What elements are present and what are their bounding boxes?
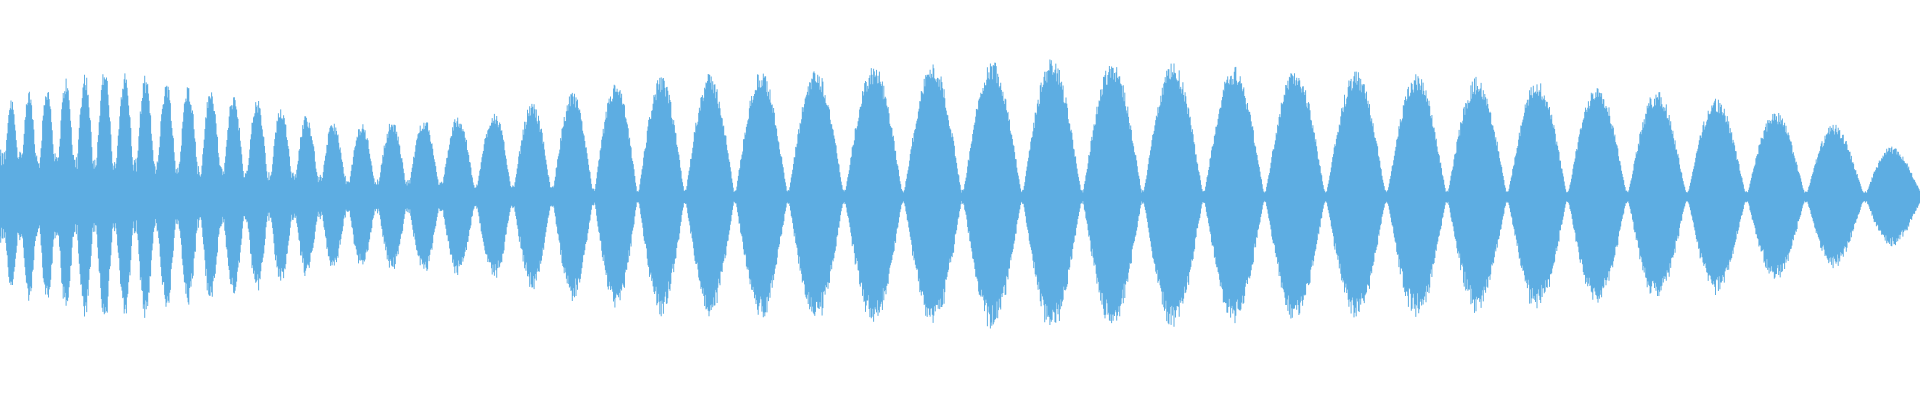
- waveform-trace: [0, 59, 1920, 329]
